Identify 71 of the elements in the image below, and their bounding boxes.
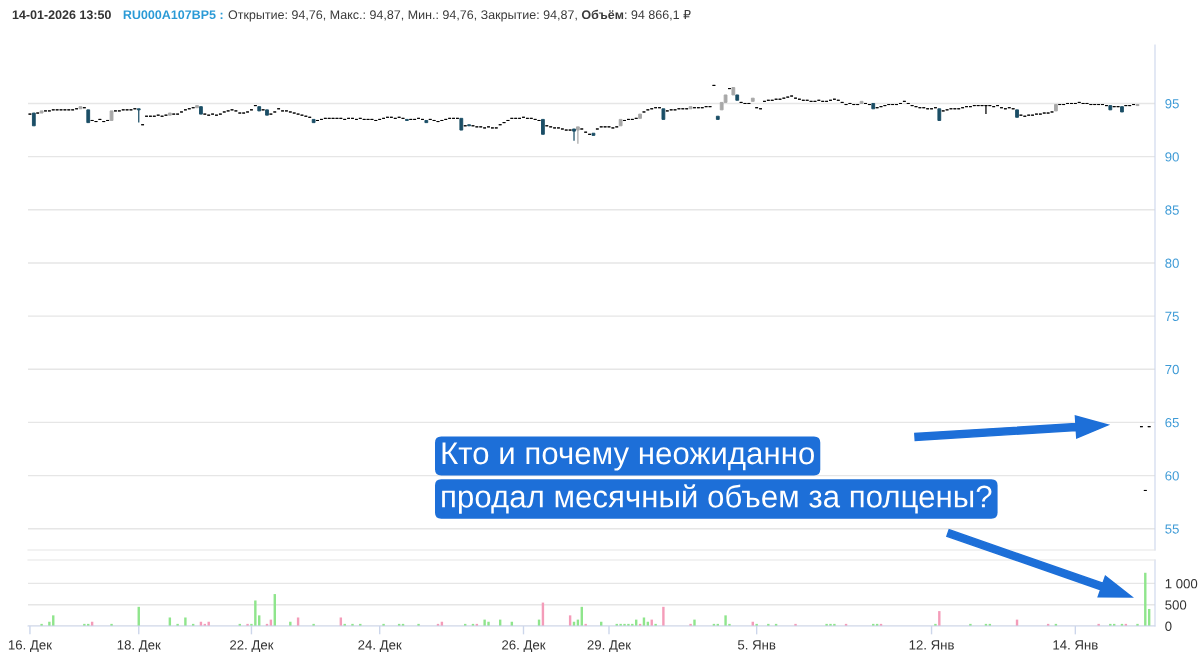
y-tick-label: 80 [1165,258,1179,268]
candlestick [618,118,623,127]
candlestick [661,108,666,120]
bar [254,600,257,626]
candlestick [715,115,720,120]
candlestick [937,108,942,121]
bar [662,606,665,626]
chart-title: 14-01-2026 13:50 [12,10,111,20]
candlestick [31,112,36,127]
y-tick-label: 500 [1165,600,1187,610]
candlestick [109,110,114,121]
candlestick [467,124,471,127]
candlestick [1120,106,1124,113]
candlestick [199,106,203,115]
candlestick [1015,109,1019,118]
x-tick-label: 18. Дек [117,640,161,653]
candlestick [731,87,736,96]
candlestick [735,94,740,101]
bar [184,617,187,626]
candlestick [1108,105,1113,111]
x-tick-label: 29. Дек [587,640,632,653]
y-tick-label: 55 [1165,524,1179,534]
y-tick-label: 75 [1165,311,1179,322]
bar [289,621,292,626]
bar [693,619,696,626]
x-tick-label: 5. Янв [737,640,776,650]
y-tick-label: 0 [1165,621,1172,631]
candlestick [459,117,464,131]
candlestick [541,118,545,135]
candlestick [257,106,262,112]
candlestick [688,106,693,110]
y-tick-label: 65 [1165,417,1179,428]
candlestick [871,102,876,110]
bar [938,611,941,626]
candlestick [1054,104,1058,112]
text: Объём [581,9,624,20]
candlestick [405,118,409,121]
candlestick [576,126,580,145]
y-tick-label: 95 [1165,99,1179,109]
candlestick [859,100,864,104]
x-tick-label: 14. Янв [1053,640,1098,650]
x-tick-label: 26. Дек [502,640,546,653]
candlestick [1135,104,1140,107]
candlestick [591,132,596,136]
bar [483,619,486,626]
candlestick [86,109,91,124]
x-tick-label: 12. Янв [909,640,954,650]
candlestick [167,112,172,116]
candlestick [750,97,755,102]
text: Открытие: 94,76, Макс.: 94,87, Мин.: 94,76, Закрытие: 94,87, [228,10,577,22]
candlestick [39,110,44,114]
y-tick-label: 60 [1165,471,1179,481]
candlestick [638,113,642,119]
x-tick-label: 16. Дек [8,640,53,653]
candlestick [78,106,83,110]
y-tick-label: 85 [1165,205,1179,215]
bar [724,615,727,626]
x-tick-label: 22. Дек [230,640,274,653]
y-tick-label: 70 [1165,364,1179,375]
bar [487,621,490,626]
annotation: Кто и почему неожиданно продал месячный объем за полцены? [442,442,992,514]
candlestick [311,118,316,124]
candlestick [195,105,199,109]
y-tick-label: 90 [1165,152,1179,162]
candlestick [265,109,269,116]
candlestick [424,119,429,124]
y-tick-label: 1 000 [1165,578,1198,589]
candlestick [572,128,576,142]
chart-subtitle: RU000A107BP5 : [123,10,223,20]
text: : 94 866,1 ₽ [625,9,691,21]
x-tick-label: 24. Дек [358,640,402,653]
